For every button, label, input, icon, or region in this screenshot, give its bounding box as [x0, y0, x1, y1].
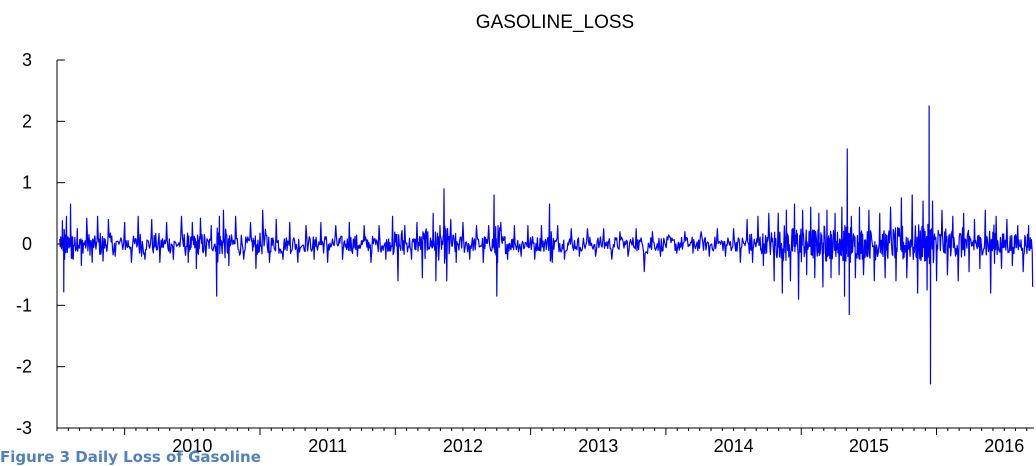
x-tick-label: 2016	[984, 436, 1024, 456]
series-line	[59, 105, 1034, 385]
x-tick-label: 2011	[308, 436, 347, 456]
y-tick-label: 2	[22, 111, 32, 131]
x-tick-label: 2012	[443, 436, 483, 456]
plot-area	[59, 105, 1034, 385]
y-tick-label: -3	[16, 418, 32, 438]
y-tick-label: -2	[16, 357, 32, 377]
x-tick-label: 2014	[714, 436, 754, 456]
y-axis: 3 2 1 0 -1 -2 -3	[16, 50, 65, 438]
x-tick-label: 2015	[849, 436, 889, 456]
chart-title: GASOLINE_LOSS	[476, 12, 634, 33]
x-tick-label: 2013	[578, 436, 618, 456]
figure-caption: Figure 3 Daily Loss of Gasoline	[0, 448, 261, 466]
y-tick-label: 3	[22, 50, 32, 70]
x-tick-label: 2010	[172, 436, 212, 456]
x-axis: 2010 2011 2012 2013 2014 2015 2016	[56, 427, 1034, 456]
y-tick-label: -1	[16, 295, 32, 315]
y-tick-label: 0	[22, 234, 32, 254]
y-tick-label: 1	[22, 173, 32, 193]
